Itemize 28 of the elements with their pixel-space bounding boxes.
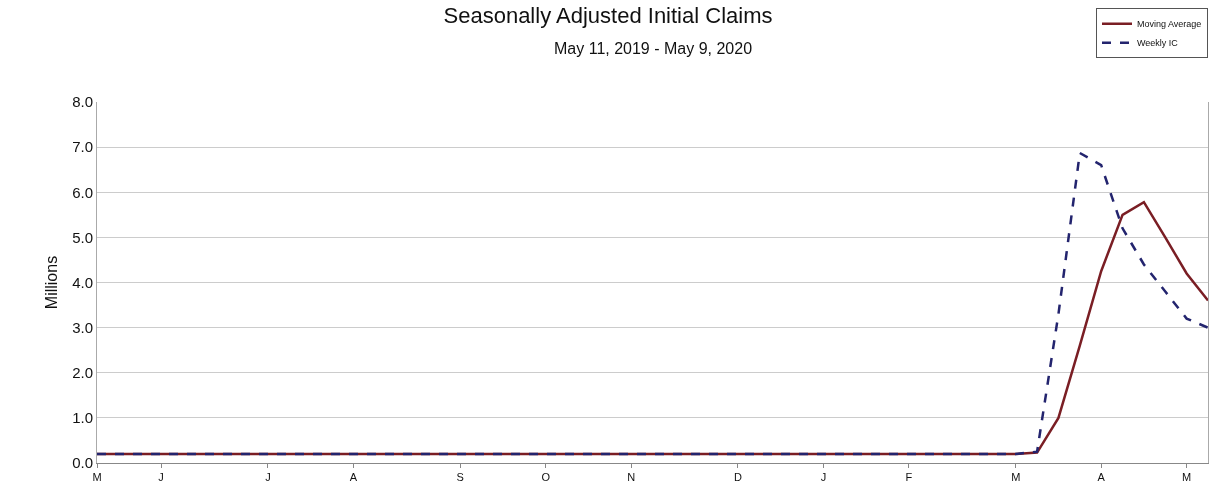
x-tick-label: J [158,471,164,484]
y-tick-label: 6.0 [72,183,93,201]
x-tick-label: O [541,471,551,484]
y-tick-label: 5.0 [72,228,93,246]
y-tick-label: 1.0 [72,409,93,427]
legend-label: Moving Average [1137,19,1202,30]
x-tick-label: M [92,471,102,484]
x-tick-label: A [349,471,358,484]
legend-label: Weekly IC [1137,38,1179,49]
y-tick-label: 0.0 [72,454,93,472]
x-tick-label: A [1097,471,1106,484]
x-tick-label: N [627,471,636,484]
y-tick-label: 3.0 [72,318,93,336]
x-tick-label: J [820,471,827,484]
x-tick-label: D [733,471,742,484]
y-tick-label: 8.0 [72,93,93,111]
y-axis-title: Millions [43,255,61,310]
chart-subtitle: May 11, 2019 - May 9, 2020 [554,40,753,57]
y-tick-label: 7.0 [72,138,93,156]
y-tick-label: 2.0 [72,364,93,381]
x-tick-label: M [1182,471,1192,484]
y-tick-label: 4.0 [72,273,93,291]
line-series [97,151,1208,456]
x-tick-label: J [265,471,271,484]
x-tick-label: M [1011,471,1021,484]
x-tick-label: F [905,471,913,484]
chart-title: Seasonally Adjusted Initial Claims [443,2,773,28]
x-tick-label: S [456,471,464,484]
